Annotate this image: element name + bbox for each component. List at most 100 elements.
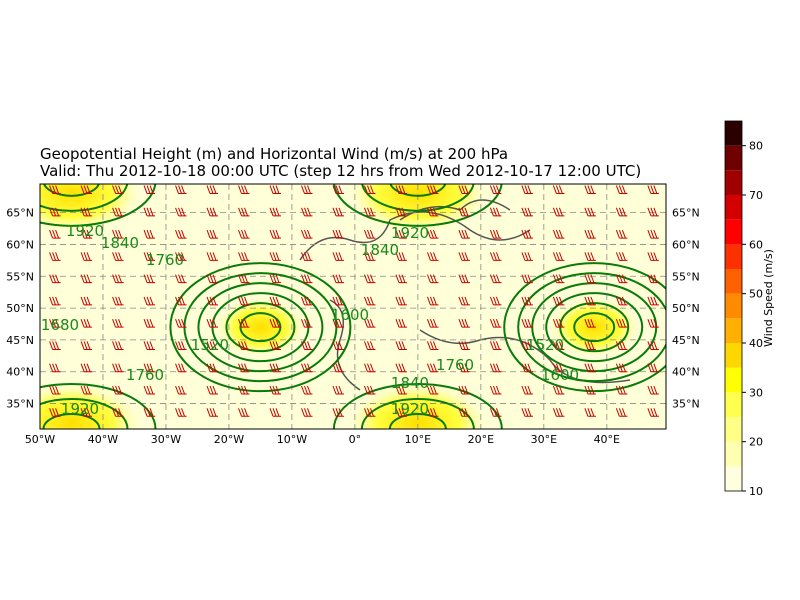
wind-barb xyxy=(489,319,502,328)
wind-barb xyxy=(80,207,93,217)
y-tick-label: 45°N xyxy=(6,334,34,347)
x-tick-label: 10°E xyxy=(405,433,431,446)
wind-barb xyxy=(175,229,187,239)
wind-barb xyxy=(238,319,250,328)
wind-barb xyxy=(364,274,376,284)
wind-barb xyxy=(206,363,219,373)
x-tick-label: 30°E xyxy=(531,433,557,446)
wind-barb xyxy=(206,385,219,395)
wind-barb xyxy=(238,252,250,261)
wind-barb xyxy=(143,274,156,284)
wind-barb xyxy=(395,296,407,306)
wind-barb xyxy=(49,363,61,373)
wind-barb xyxy=(426,252,439,261)
wind-barb xyxy=(426,229,439,239)
wind-barb xyxy=(364,408,376,417)
wind-barb xyxy=(395,229,407,239)
wind-barb xyxy=(647,408,659,417)
wind-barb xyxy=(584,207,596,217)
wind-barb xyxy=(489,363,502,373)
contour-label: 1600 xyxy=(541,366,579,384)
contour-label: 1680 xyxy=(41,316,79,334)
wind-barb xyxy=(552,185,565,195)
wind-barb xyxy=(112,229,124,239)
wind-barb xyxy=(175,207,187,217)
wind-barb xyxy=(80,274,93,284)
wind-barb xyxy=(269,385,282,395)
wind-barb xyxy=(584,385,596,395)
colorbar-band xyxy=(725,170,742,195)
wind-barb xyxy=(615,252,628,261)
wind-barb xyxy=(615,385,628,395)
wind-barb xyxy=(175,363,187,373)
wind-barb xyxy=(364,296,376,306)
wind-barb xyxy=(458,229,470,239)
y-tick-label: 40°N xyxy=(6,366,34,379)
wind-barb xyxy=(301,229,313,239)
wind-barb xyxy=(584,341,596,350)
wind-barb xyxy=(175,252,187,261)
wind-barb xyxy=(175,341,187,350)
wind-barb xyxy=(238,385,250,395)
wind-barb xyxy=(80,296,93,306)
wind-barb xyxy=(143,185,156,195)
wind-barb xyxy=(80,363,93,373)
wind-barb xyxy=(364,385,376,395)
contour-label: 1520 xyxy=(191,336,229,354)
wind-barb xyxy=(206,319,219,328)
wind-barb xyxy=(615,341,628,350)
wind-barb xyxy=(175,319,187,328)
wind-barb xyxy=(49,341,61,350)
wind-barb xyxy=(175,408,187,417)
wind-barb xyxy=(112,341,124,350)
wind-barb xyxy=(143,229,156,239)
wind-barb xyxy=(395,319,407,328)
wind-barb xyxy=(395,385,407,395)
wind-barb xyxy=(49,229,61,239)
wind-barb xyxy=(364,207,376,217)
wind-barb xyxy=(521,319,533,328)
wind-barb xyxy=(615,363,628,373)
colorbar-band xyxy=(725,318,742,343)
wind-barb xyxy=(143,252,156,261)
colorbar-band xyxy=(725,293,742,319)
contour-label: 1760 xyxy=(126,366,164,384)
colorbar-tick-label: 10 xyxy=(749,485,763,498)
contour-label: 1840 xyxy=(391,374,429,392)
wind-barb xyxy=(364,252,376,261)
wind-barb xyxy=(112,207,124,217)
wind-barb xyxy=(301,252,313,261)
wind-barb xyxy=(332,385,344,395)
wind-barb xyxy=(269,185,282,195)
wind-barb xyxy=(332,363,344,373)
wind-barb xyxy=(301,296,313,306)
contour xyxy=(40,398,129,429)
contour-label: 1760 xyxy=(436,356,474,374)
y-tick-label: 65°N xyxy=(6,207,34,220)
wind-barb xyxy=(206,252,219,261)
wind-barb xyxy=(552,341,565,350)
y-tick-label: 40°N xyxy=(672,366,700,379)
wind-barb xyxy=(615,185,628,195)
wind-barb xyxy=(143,408,156,417)
wind-barb xyxy=(489,229,502,239)
colorbar-band xyxy=(725,121,742,146)
wind-barb xyxy=(206,229,219,239)
colorbar-band xyxy=(725,441,742,467)
wind-barb xyxy=(615,319,628,328)
wind-barb xyxy=(112,185,124,195)
wind-barb xyxy=(395,363,407,373)
wind-barb xyxy=(112,319,124,328)
wind-barb xyxy=(49,319,61,328)
wind-barb xyxy=(489,296,502,306)
x-tick-label: 0° xyxy=(349,433,362,446)
wind-barb xyxy=(49,408,61,417)
wind-barb xyxy=(521,363,533,373)
wind-barb xyxy=(112,363,124,373)
y-tick-label: 60°N xyxy=(6,238,34,251)
wind-barb xyxy=(552,296,565,306)
wind-barb xyxy=(332,229,344,239)
colorbar-tick-label: 50 xyxy=(749,288,763,301)
wind-barb xyxy=(458,207,470,217)
